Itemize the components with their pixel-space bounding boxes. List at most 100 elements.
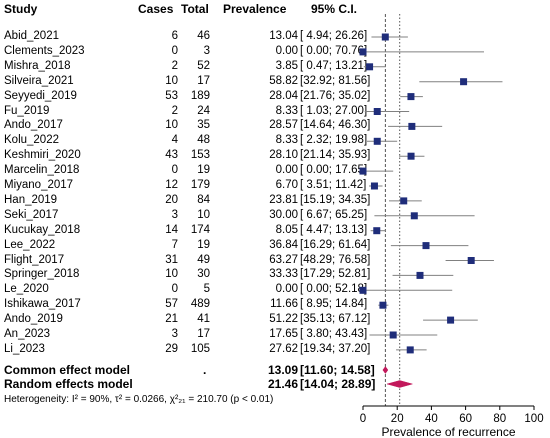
random-effects-label: Random effects model (4, 377, 133, 391)
study-total: 189 (190, 90, 210, 102)
study-total: 3 (203, 45, 210, 57)
study-ci: [ 6.67; 65.25] (300, 209, 368, 221)
study-total: 174 (190, 224, 210, 236)
study-prevalence: 8.05 (275, 224, 298, 236)
study-cases: 2 (171, 105, 178, 117)
study-name: Ishikawa_2017 (4, 298, 81, 310)
study-prevalence: 8.33 (275, 134, 298, 146)
study-prevalence: 13.04 (269, 30, 298, 42)
study-name: Silveira_2021 (4, 75, 74, 87)
study-name: Ando_2019 (4, 313, 63, 325)
study-square-marker (389, 331, 397, 339)
study-name: Li_2023 (4, 343, 45, 355)
study-prevalence: 8.33 (275, 105, 298, 117)
study-prevalence: 51.22 (269, 313, 298, 325)
study-ci: [ 2.32; 19.98] (300, 134, 368, 146)
x-axis-label: Prevalence of recurrence (381, 425, 515, 438)
study-cases: 14 (165, 224, 178, 236)
study-square-marker (400, 197, 408, 205)
study-name: Flight_2017 (4, 254, 65, 266)
study-prevalence: 36.84 (269, 239, 298, 251)
study-prevalence: 58.82 (269, 75, 298, 87)
study-cases: 0 (171, 45, 178, 57)
study-ci: [35.13; 67.12] (300, 313, 371, 325)
study-cases: 0 (171, 164, 178, 176)
study-total: 48 (197, 134, 210, 146)
study-square-marker (410, 212, 418, 220)
study-prevalence: 33.33 (269, 268, 298, 280)
study-cases: 10 (165, 119, 178, 131)
study-square-marker (373, 108, 381, 115)
study-cases: 6 (171, 30, 178, 42)
study-cases: 53 (165, 90, 178, 102)
study-name: Le_2020 (4, 283, 49, 295)
study-prevalence: 30.00 (269, 209, 298, 221)
heterogeneity-stats: Heterogeneity: I² = 90%, τ² = 0.0266, χ²… (4, 394, 274, 405)
x-axis-tick-label: 80 (493, 413, 506, 425)
header-cases: Cases (138, 2, 174, 16)
study-cases: 0 (171, 283, 178, 295)
study-ci: [ 0.00; 17.65] (300, 164, 368, 176)
study-prevalence: 6.70 (275, 179, 298, 191)
study-cases: 57 (165, 298, 178, 310)
study-total: 489 (190, 298, 210, 310)
study-total: 179 (190, 179, 210, 191)
study-prevalence: 3.85 (275, 60, 298, 72)
header-study: Study (4, 2, 38, 16)
study-name: Miyano_2017 (4, 179, 74, 191)
study-name: Kolu_2022 (4, 134, 59, 146)
study-square-marker (366, 63, 374, 71)
study-total: 5 (203, 283, 210, 295)
study-total: 17 (197, 75, 210, 87)
study-total: 30 (197, 268, 210, 280)
study-total: 19 (197, 164, 210, 176)
study-ci: [48.29; 76.58] (300, 254, 371, 266)
study-name: Ando_2017 (4, 119, 63, 131)
study-name: Lee_2022 (4, 239, 56, 251)
study-total: 52 (197, 60, 210, 72)
study-prevalence: 0.00 (275, 283, 298, 295)
study-name: Han_2019 (4, 194, 58, 206)
study-ci: [16.29; 61.64] (300, 239, 371, 251)
study-name: Kucukay_2018 (4, 224, 81, 236)
study-prevalence: 28.57 (269, 119, 298, 131)
study-square-marker (373, 137, 381, 145)
common-effect-prevalence: 13.09 (267, 363, 298, 377)
study-square-marker (460, 78, 468, 86)
study-ci: [ 0.47; 13.21] (300, 60, 368, 72)
study-cases: 10 (165, 268, 178, 280)
header-total: Total (181, 2, 209, 16)
study-ci: [21.76; 35.02] (300, 90, 371, 102)
random-effects-ci: [14.04; 28.89] (300, 377, 376, 391)
study-name: Marcelin_2018 (4, 164, 80, 176)
study-total: 19 (197, 239, 210, 251)
study-name: An_2023 (4, 328, 51, 340)
study-ci: [ 3.80; 43.43] (300, 328, 368, 340)
study-prevalence: 17.65 (269, 328, 298, 340)
study-cases: 43 (165, 149, 178, 161)
study-name: Clements_2023 (4, 45, 85, 57)
study-ci: [ 0.00; 70.76] (300, 45, 368, 57)
study-cases: 20 (165, 194, 178, 206)
study-cases: 12 (165, 179, 178, 191)
common-effect-diamond (382, 366, 389, 374)
study-total: 153 (190, 149, 210, 161)
study-name: Mishra_2018 (4, 60, 71, 72)
study-ci: [19.34; 37.20] (300, 343, 371, 355)
study-square-marker (408, 122, 416, 130)
study-square-marker (467, 257, 475, 264)
study-name: Seyyedi_2019 (4, 90, 77, 102)
study-total: 41 (197, 313, 210, 325)
study-total: 10 (197, 209, 210, 221)
study-name: Keshmiri_2020 (4, 149, 81, 161)
study-prevalence: 0.00 (275, 45, 298, 57)
study-ci: [ 3.51; 11.42] (300, 179, 367, 191)
study-ci: [14.64; 46.30] (300, 119, 371, 131)
study-ci: [32.92; 81.56] (300, 75, 371, 87)
study-square-marker (422, 242, 430, 250)
x-axis-tick-label: 60 (459, 413, 472, 425)
study-cases: 2 (171, 60, 178, 72)
study-total: 105 (190, 343, 210, 355)
study-name: Abid_2021 (4, 30, 59, 42)
